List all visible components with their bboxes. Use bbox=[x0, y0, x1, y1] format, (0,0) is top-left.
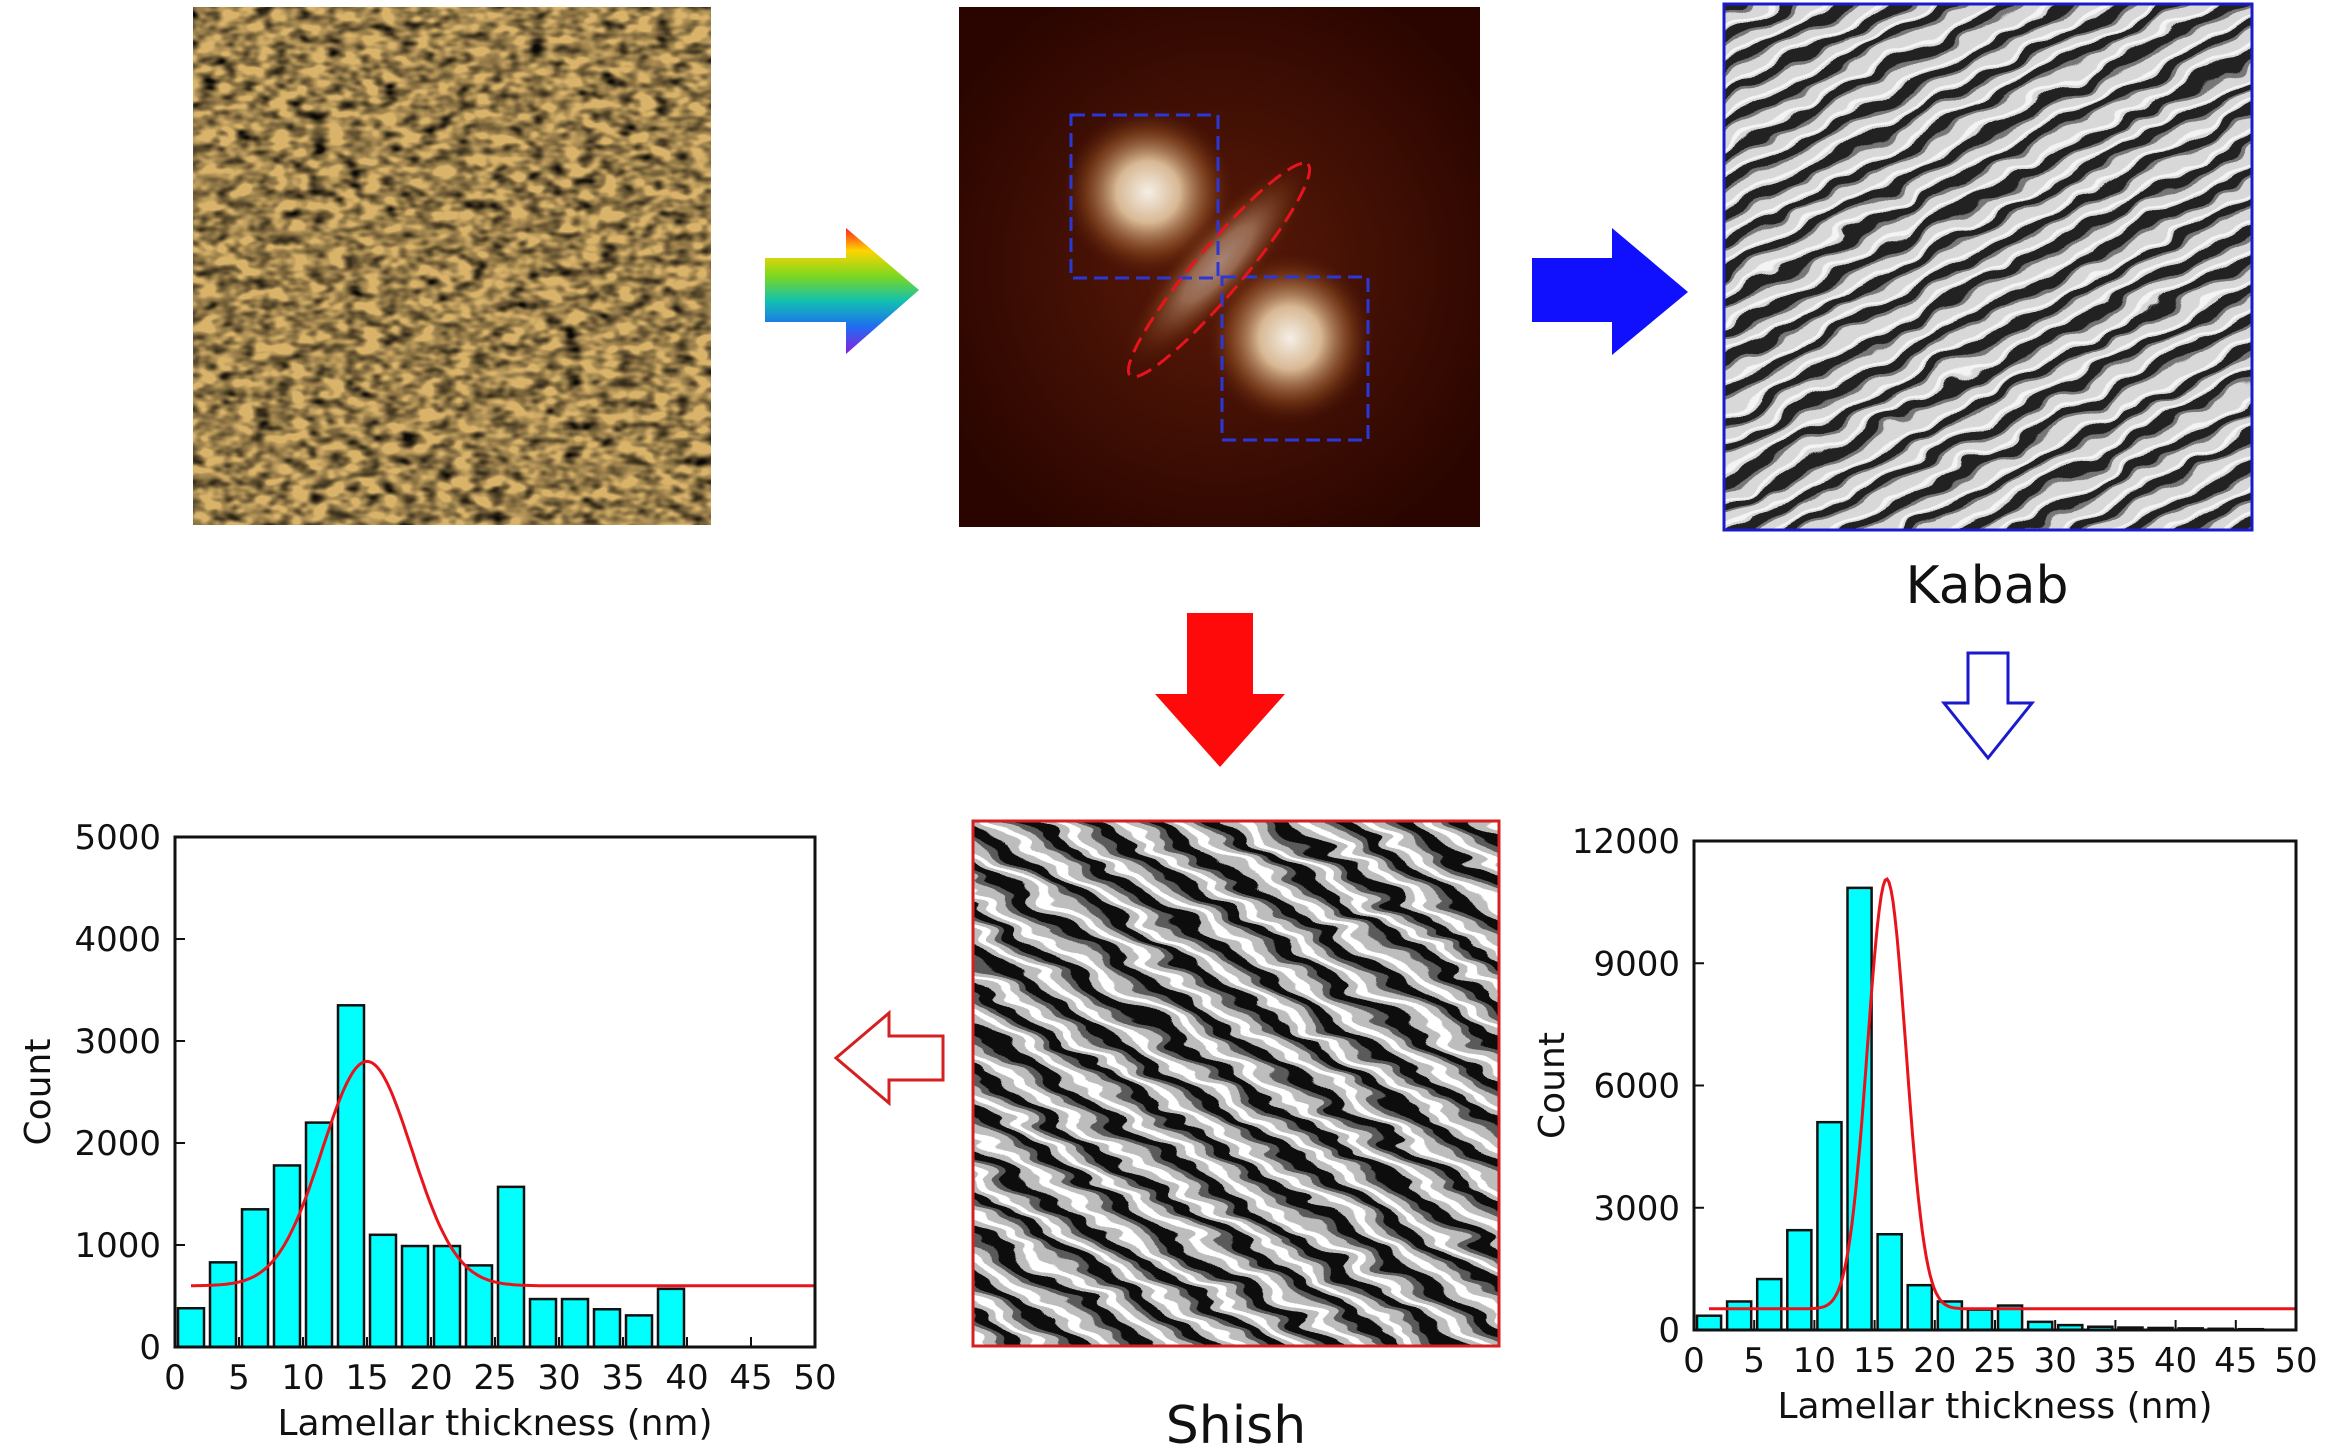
gaussian-fit-line bbox=[191, 1059, 815, 1288]
histogram-bar bbox=[1786, 1228, 1813, 1332]
histogram-bar bbox=[496, 1185, 526, 1349]
y-axis-title: Count bbox=[1532, 1032, 1573, 1139]
histogram-bar bbox=[1846, 886, 1873, 1332]
y-tick-label: 12000 bbox=[1572, 822, 1680, 862]
histogram-bar bbox=[1755, 1277, 1783, 1332]
histogram-bar bbox=[624, 1314, 654, 1349]
shish-thickness-histogram: 0 5 10 15 20 25 30 35 40 45 50 0 1000 2000 3000 4000 50… bbox=[18, 818, 837, 1444]
x-tick-label: 5 bbox=[1743, 1341, 1765, 1381]
x-tick-label: 20 bbox=[1913, 1341, 1956, 1381]
x-tick-label: 0 bbox=[1683, 1341, 1705, 1381]
x-tick-labels: 0 5 10 15 20 25 30 35 40 45 50 bbox=[164, 1337, 837, 1398]
y-tick-label: 2000 bbox=[74, 1124, 161, 1164]
histogram-bars bbox=[176, 1004, 686, 1349]
histogram-bar bbox=[1876, 1232, 1903, 1332]
plot-frame bbox=[173, 835, 817, 1349]
shish-label: Shish bbox=[1166, 1396, 1306, 1455]
histogram-bar bbox=[1725, 1300, 1753, 1332]
y-tick-label: 1000 bbox=[74, 1226, 161, 1266]
kabab-mask-box-upper bbox=[1069, 113, 1220, 280]
hollow-red-left-arrow-icon bbox=[833, 1009, 945, 1107]
kabab-mask-box-lower bbox=[1220, 275, 1370, 442]
x-axis-title: Lamellar thickness (nm) bbox=[1777, 1386, 2212, 1427]
histogram-bar bbox=[1906, 1283, 1934, 1332]
y-tick-label: 3000 bbox=[74, 1022, 161, 1062]
histogram-bar bbox=[1695, 1314, 1723, 1332]
x-tick-label: 30 bbox=[2034, 1341, 2077, 1381]
kabab-thickness-histogram: 0 5 10 15 20 25 30 35 40 45 50 030006000900012000 … bbox=[1532, 822, 2318, 1427]
x-tick-label: 25 bbox=[1973, 1341, 2016, 1381]
x-tick-label: 35 bbox=[2094, 1341, 2137, 1381]
shish-mask-ellipse bbox=[1126, 161, 1312, 379]
x-tick-label: 45 bbox=[2214, 1341, 2257, 1381]
red-down-arrow-icon bbox=[1155, 613, 1285, 767]
gaussian-fit-line bbox=[1709, 876, 2296, 1311]
histogram-bar bbox=[176, 1306, 206, 1349]
x-tick-label: 40 bbox=[665, 1358, 708, 1398]
y-tick-label: 0 bbox=[139, 1328, 161, 1368]
y-tick-label: 0 bbox=[1658, 1311, 1680, 1351]
x-tick-label: 0 bbox=[164, 1358, 186, 1398]
x-tick-label: 5 bbox=[228, 1358, 250, 1398]
y-tick-labels: 0 3000 6000 9000 12000 bbox=[1572, 822, 1704, 1351]
histogram-bar bbox=[240, 1208, 270, 1349]
histogram-bar bbox=[592, 1308, 622, 1349]
histogram-bar bbox=[336, 1004, 366, 1349]
shish-filtered-image bbox=[971, 819, 1501, 1348]
x-tick-label: 15 bbox=[345, 1358, 388, 1398]
histogram-bar bbox=[560, 1297, 590, 1349]
x-tick-label: 30 bbox=[537, 1358, 580, 1398]
histogram-bar bbox=[656, 1287, 686, 1349]
x-tick-labels: 0 5 10 15 20 25 30 35 40 45 50 bbox=[1683, 1320, 2318, 1381]
x-tick-label: 20 bbox=[409, 1358, 452, 1398]
histogram-bar bbox=[1816, 1120, 1843, 1332]
y-tick-label: 9000 bbox=[1593, 944, 1680, 984]
kabab-filtered-image bbox=[1722, 2, 2254, 532]
histogram-bars bbox=[1695, 886, 2265, 1332]
y-tick-label: 4000 bbox=[74, 920, 161, 960]
histogram-bar bbox=[400, 1244, 430, 1349]
y-tick-label: 5000 bbox=[74, 818, 161, 858]
x-tick-label: 35 bbox=[601, 1358, 644, 1398]
fft-spectrum-image bbox=[959, 7, 1480, 527]
histogram-bar bbox=[432, 1244, 462, 1349]
afm-height-image bbox=[193, 7, 711, 525]
y-tick-label: 3000 bbox=[1593, 1189, 1680, 1229]
histogram-bar bbox=[368, 1233, 398, 1349]
x-tick-label: 45 bbox=[729, 1358, 772, 1398]
x-tick-label: 10 bbox=[1793, 1341, 1836, 1381]
histogram-bar bbox=[208, 1261, 238, 1349]
histogram-bar bbox=[464, 1264, 494, 1349]
hollow-blue-down-arrow-icon bbox=[1940, 651, 2036, 761]
y-tick-labels: 0 1000 2000 3000 4000 5000 bbox=[74, 818, 185, 1368]
histogram-bar bbox=[528, 1297, 558, 1349]
kabab-label: Kabab bbox=[1906, 556, 2069, 616]
plot-frame bbox=[1692, 839, 2298, 1332]
y-tick-label: 6000 bbox=[1593, 1067, 1680, 1107]
x-tick-label: 25 bbox=[473, 1358, 516, 1398]
y-axis-title: Count bbox=[18, 1039, 59, 1146]
x-tick-label: 50 bbox=[2274, 1341, 2317, 1381]
x-tick-label: 15 bbox=[1853, 1341, 1896, 1381]
rainbow-right-arrow-icon bbox=[765, 228, 919, 354]
x-tick-label: 50 bbox=[793, 1358, 836, 1398]
x-axis-title: Lamellar thickness (nm) bbox=[277, 1403, 712, 1444]
histogram-bar bbox=[1966, 1308, 1994, 1332]
x-tick-label: 40 bbox=[2154, 1341, 2197, 1381]
x-tick-label: 10 bbox=[281, 1358, 324, 1398]
blue-right-arrow-icon bbox=[1532, 228, 1688, 355]
